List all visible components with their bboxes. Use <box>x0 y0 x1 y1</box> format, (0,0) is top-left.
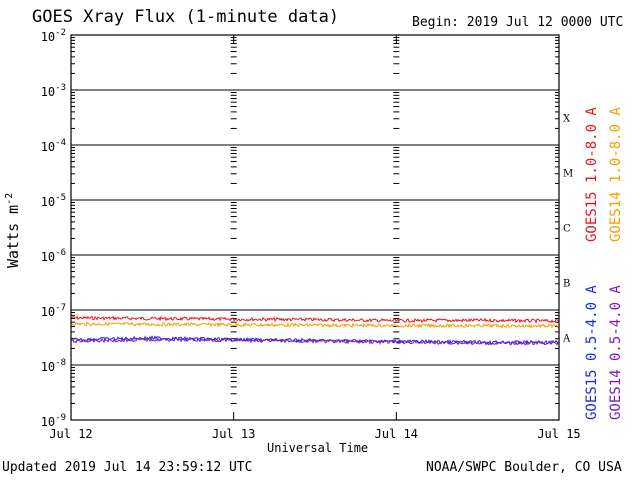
y-tick-base: 10 <box>41 305 55 319</box>
legend-goes15-long: GOES15 1.0-8.0 A <box>584 107 600 242</box>
minor-ticks <box>71 37 559 404</box>
flare-class-X: X <box>563 114 571 125</box>
begin-time: Begin: 2019 Jul 12 0000 UTC <box>412 15 624 30</box>
y-tick-label: 10-9 <box>41 413 66 429</box>
plot-frame <box>70 34 560 421</box>
series-line-1 <box>70 321 560 329</box>
y-tick-label: 10-8 <box>41 358 66 374</box>
y-tick-base: 10 <box>41 360 55 374</box>
y-tick-exponent: -9 <box>55 413 66 423</box>
y-tick-label: 10-3 <box>41 83 66 99</box>
y-axis-label-exponent: -2 <box>4 192 15 205</box>
y-tick-exponent: -5 <box>55 193 66 203</box>
y-tick-label: 10-7 <box>41 303 66 319</box>
y-tick-base: 10 <box>41 415 55 429</box>
y-tick-base: 10 <box>41 195 55 209</box>
grid-lines <box>71 35 559 420</box>
series-line-3 <box>70 336 559 346</box>
series-lines <box>70 315 560 346</box>
y-axis-label-text: Watts m <box>4 204 22 268</box>
legend-goes15-short: GOES15 0.5-4.0 A <box>584 285 600 420</box>
flare-class-A: A <box>562 334 571 345</box>
y-tick-exponent: -3 <box>55 83 66 93</box>
chart-title: GOES Xray Flux (1-minute data) <box>32 7 340 27</box>
flare-class-labels: A B C M X <box>562 114 573 345</box>
x-axis-label: Universal Time <box>267 441 369 455</box>
series-line-0 <box>70 315 560 324</box>
flare-class-M: M <box>563 169 573 180</box>
y-tick-label: 10-6 <box>41 248 66 264</box>
y-axis-label: Watts m-2 <box>4 193 22 268</box>
y-tick-labels: 10-910-810-710-610-510-410-310-2 <box>41 28 66 429</box>
y-tick-base: 10 <box>41 30 55 44</box>
updated-timestamp: Updated 2019 Jul 14 23:59:12 UTC <box>2 460 253 475</box>
y-tick-base: 10 <box>41 85 55 99</box>
y-tick-exponent: -7 <box>55 303 66 313</box>
y-tick-exponent: -2 <box>55 28 66 38</box>
credit-line: NOAA/SWPC Boulder, CO USA <box>426 460 622 475</box>
legend-goes14-short: GOES14 0.5-4.0 A <box>608 285 624 420</box>
y-tick-label: 10-5 <box>41 193 66 209</box>
flare-class-C: C <box>563 224 571 235</box>
x-tick-label: Jul 13 <box>212 427 255 441</box>
y-tick-exponent: -4 <box>55 138 66 148</box>
y-tick-label: 10-2 <box>41 28 66 44</box>
x-tick-label: Jul 12 <box>49 427 92 441</box>
y-tick-exponent: -8 <box>55 358 66 368</box>
y-tick-exponent: -6 <box>55 248 66 258</box>
legend-goes14-long: GOES14 1.0-8.0 A <box>608 107 624 242</box>
x-tick-label: Jul 14 <box>375 427 418 441</box>
y-tick-base: 10 <box>41 250 55 264</box>
y-tick-base: 10 <box>41 140 55 154</box>
x-tick-labels: Jul 12 Jul 13 Jul 14 Jul 15 <box>49 427 580 441</box>
y-tick-label: 10-4 <box>41 138 66 154</box>
x-tick-label: Jul 15 <box>537 427 580 441</box>
flare-class-B: B <box>563 279 570 290</box>
